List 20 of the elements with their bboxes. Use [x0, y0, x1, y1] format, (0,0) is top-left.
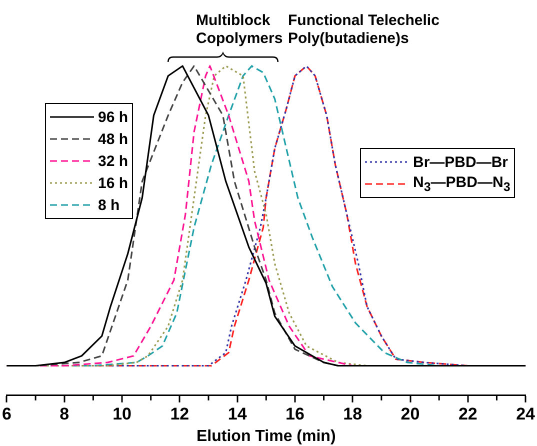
x-tick-label: 22	[458, 404, 478, 424]
text: Multiblock Copolymers	[196, 12, 283, 47]
x-tick-label: 16	[286, 404, 304, 424]
x-tick-label: 20	[400, 404, 420, 424]
x-tick-label: 18	[343, 404, 362, 424]
x-tick-label: 24	[516, 404, 536, 424]
legend-label: 32 h	[98, 152, 128, 170]
x-axis-title: Elution Time (min)	[196, 428, 336, 445]
legend-label: 16 h	[98, 174, 128, 192]
x-tick-label: 14	[228, 404, 248, 424]
legend-label: 48 h	[98, 130, 128, 148]
x-tick-label: 12	[170, 404, 190, 424]
legend-label: N$_{3}$—PBD—N$_{3}$	[413, 174, 510, 194]
legend-label: Br—PBD—Br	[413, 154, 508, 170]
x-tick-label: 8	[60, 404, 70, 424]
text: Functional Telechelic Poly(butadiene)s	[288, 12, 440, 48]
legend-label: 96 h	[98, 108, 128, 126]
x-tick-label: 10	[112, 404, 132, 424]
x-tick-label: 6	[2, 404, 12, 424]
legend-label: 8 h	[98, 196, 120, 214]
